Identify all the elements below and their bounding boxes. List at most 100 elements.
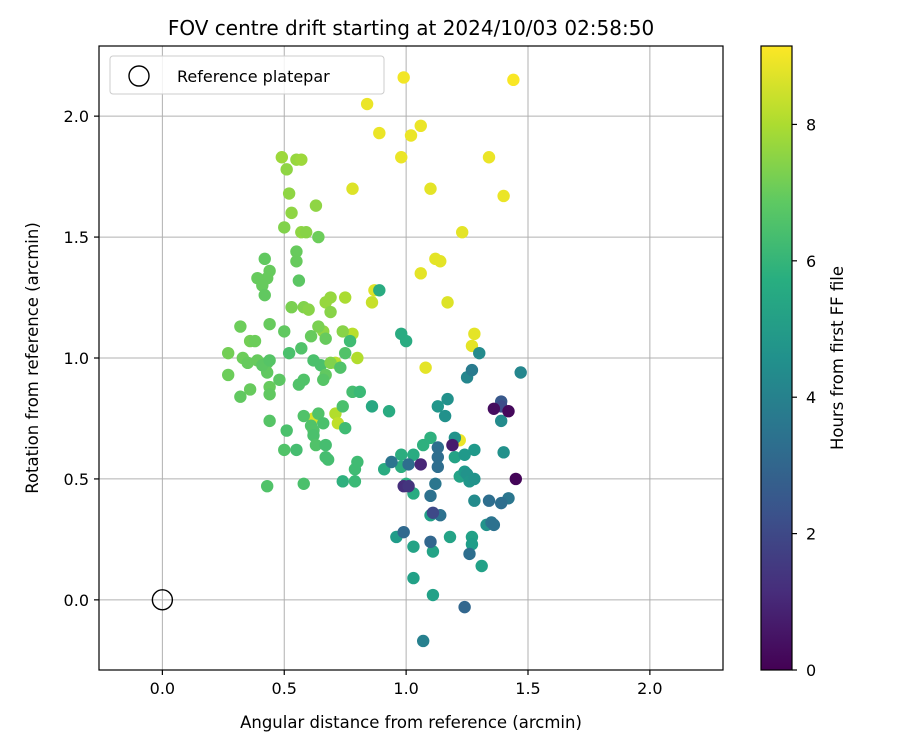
data-point (502, 405, 515, 418)
colorbar-tick-label: 8 (806, 115, 816, 134)
data-point (285, 206, 298, 220)
colorbar-ticks: 0 2 4 6 8 (792, 115, 816, 680)
data-point (221, 368, 235, 382)
data-point (419, 361, 432, 374)
data-point (395, 151, 408, 164)
data-point (263, 388, 276, 401)
data-point (465, 538, 479, 551)
data-point (275, 151, 289, 164)
data-point (446, 438, 459, 452)
data-point (399, 334, 413, 348)
data-point (448, 450, 462, 464)
data-point (263, 414, 276, 428)
y-tick-label: 0.5 (64, 470, 89, 489)
data-point (426, 545, 440, 558)
colorbar-tick-label: 4 (806, 388, 816, 407)
data-point (295, 153, 308, 166)
data-point (424, 182, 437, 195)
data-point (360, 97, 374, 111)
data-point (487, 518, 501, 532)
y-tick-label: 1.5 (64, 228, 89, 247)
data-point (351, 351, 364, 365)
colorbar-label: Hours from first FF file (828, 266, 847, 450)
colorbar-tick-label: 6 (806, 252, 816, 271)
data-point (278, 443, 291, 457)
data-point (307, 429, 320, 442)
data-point (404, 129, 418, 142)
data-point (314, 359, 328, 372)
data-point (373, 284, 386, 297)
data-point (324, 356, 337, 370)
data-point (414, 267, 427, 280)
data-point (312, 320, 325, 333)
data-point (280, 163, 293, 176)
data-point (241, 356, 254, 370)
data-point (338, 291, 352, 304)
data-point (290, 255, 303, 268)
data-point (482, 494, 496, 507)
data-point (234, 390, 247, 403)
colorbar-tick-label: 2 (806, 525, 816, 544)
data-point (304, 330, 318, 343)
data-point (258, 288, 271, 302)
data-point (431, 400, 445, 413)
data-point (273, 373, 286, 386)
data-point (285, 301, 298, 314)
data-point (321, 453, 335, 466)
data-point (431, 450, 445, 464)
data-point (336, 475, 349, 488)
data-point (434, 255, 447, 268)
data-point (465, 363, 479, 377)
x-tick-label: 1.0 (393, 679, 418, 698)
data-point (319, 438, 332, 452)
data-point (468, 443, 481, 457)
data-point (336, 325, 349, 338)
data-point (509, 472, 523, 486)
y-axis-ticks: 0.0 0.5 1.0 1.5 2.0 (64, 107, 99, 610)
data-point (402, 479, 415, 493)
data-point (234, 320, 247, 333)
data-point (348, 475, 362, 488)
data-point (297, 409, 310, 423)
x-axis-ticks: 0.0 0.5 1.0 1.5 2.0 (150, 670, 663, 698)
data-point (468, 494, 481, 507)
data-point (382, 405, 396, 418)
data-point (373, 126, 386, 140)
data-point (248, 334, 262, 348)
data-point (424, 489, 437, 503)
data-point (497, 446, 510, 459)
data-point (282, 346, 296, 360)
data-point (258, 252, 271, 266)
data-point (290, 443, 303, 457)
data-point (455, 226, 469, 239)
data-point (278, 221, 291, 234)
data-point (424, 535, 437, 549)
y-tick-label: 1.0 (64, 349, 89, 368)
data-point (429, 477, 442, 490)
data-point (317, 417, 330, 430)
legend: Reference platepar (109, 55, 385, 95)
data-point (414, 458, 427, 471)
data-point (431, 441, 445, 454)
y-tick-label: 2.0 (64, 107, 89, 126)
data-point (221, 346, 235, 360)
data-point (353, 385, 367, 399)
data-point (336, 400, 349, 413)
data-point (348, 463, 362, 476)
data-point (309, 199, 323, 212)
data-point (297, 477, 310, 490)
colorbar-tick-label: 0 (806, 661, 816, 680)
data-point (487, 402, 501, 415)
legend-marker-icon (128, 65, 150, 87)
data-point (299, 226, 313, 239)
data-point (256, 279, 269, 292)
data-point (312, 407, 325, 420)
data-point (407, 540, 420, 553)
data-point (463, 547, 476, 561)
data-point (426, 588, 440, 602)
data-point (416, 634, 430, 648)
data-point (473, 346, 486, 360)
data-point (324, 305, 337, 319)
data-point (312, 230, 325, 244)
data-point (365, 296, 379, 309)
